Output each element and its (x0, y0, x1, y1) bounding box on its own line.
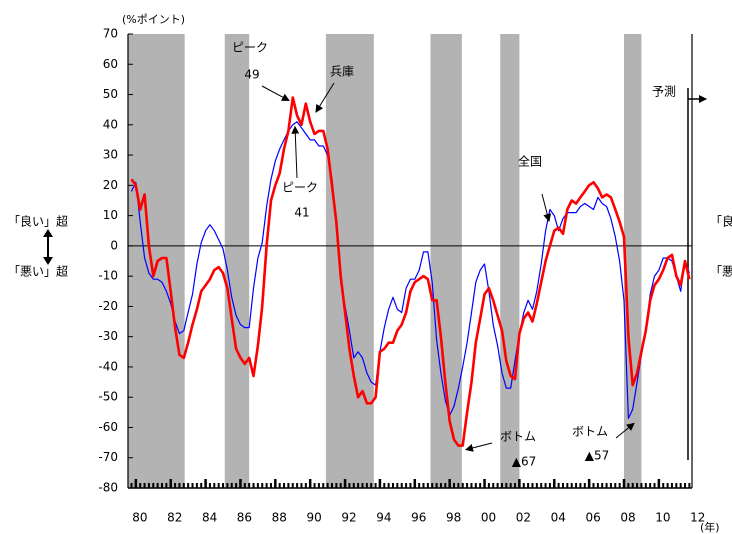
x-tick-label: 08 (620, 511, 635, 525)
y-tick-label: 60 (103, 57, 118, 71)
y-tick-label: 30 (103, 148, 118, 162)
forecast-label: 予測 (652, 85, 676, 99)
annotation-arrow (315, 82, 335, 113)
series-line (130, 96, 691, 447)
annotation-arrow (615, 422, 635, 439)
annotation-arrow (291, 125, 300, 179)
y-tick-label: -50 (98, 390, 118, 404)
x-axis-unit: (年) (700, 520, 720, 534)
x-tick-label: 84 (202, 511, 217, 525)
shaded-period (430, 34, 462, 488)
shaded-period (224, 34, 250, 488)
y-tick-label: -20 (98, 299, 118, 313)
annotation-value: ▲57 (585, 449, 610, 463)
annotation-value: 49 (244, 68, 259, 82)
x-tick-label: 90 (307, 511, 322, 525)
annotation-text: ボトム (500, 430, 536, 444)
y-tick-label: 0 (110, 238, 118, 252)
y-tick-label: -30 (98, 329, 118, 343)
series-annotation: 兵庫 (330, 65, 354, 79)
y-tick-label: -40 (98, 359, 118, 373)
annotation-value: 41 (294, 206, 309, 220)
annotation-text: ピーク (232, 41, 268, 55)
annotation-text: ボトム (572, 425, 608, 439)
series-line (130, 121, 690, 419)
zone-arrow (43, 229, 53, 265)
x-tick-label: 80 (132, 511, 147, 525)
annotation-arrow (465, 442, 493, 452)
y-tick-label: 50 (103, 87, 118, 101)
y-tick-label: 40 (103, 117, 118, 131)
y-tick-label: -80 (98, 481, 118, 495)
x-tick-label: 98 (446, 511, 461, 525)
y-tick-label: -70 (98, 450, 118, 464)
y-axis-unit: (%ポイント) (122, 13, 185, 26)
x-tick-label: 12 (690, 511, 705, 525)
x-tick-label: 00 (481, 511, 496, 525)
x-tick-label: 96 (411, 511, 426, 525)
zone-label-good: 「良い」超 (8, 214, 68, 229)
x-tick-label: 82 (167, 511, 182, 525)
x-tick-label: 86 (237, 511, 252, 525)
y-tick-label: -10 (98, 269, 118, 283)
y-tick-label: 20 (103, 178, 118, 192)
shaded-period (624, 34, 642, 488)
annotation-value: ▲67 (512, 455, 537, 469)
annotation-arrow (541, 193, 552, 222)
y-tick-label: -60 (98, 420, 118, 434)
shaded-period (500, 34, 520, 488)
x-tick-label: 88 (272, 511, 287, 525)
zone-label-bad: 「悪い」超 (8, 264, 68, 279)
x-tick-label: 94 (376, 511, 391, 525)
x-tick-label: 92 (341, 511, 356, 525)
x-tick-label: 02 (516, 511, 531, 525)
zone-label-good-right: 「良 (710, 214, 732, 229)
series-annotation: 全国 (518, 154, 542, 169)
shaded-period (325, 34, 374, 488)
y-tick-label: 10 (103, 208, 118, 222)
x-tick-label: 06 (585, 511, 600, 525)
x-tick-label: 10 (655, 511, 670, 525)
x-tick-label: 04 (551, 511, 566, 525)
shaded-periods (128, 34, 642, 488)
zone-label-bad-right: 「悪 (710, 265, 732, 279)
annotation-arrow (261, 85, 290, 102)
y-tick-label: 70 (103, 27, 118, 41)
annotation-text: ピーク (282, 181, 318, 195)
